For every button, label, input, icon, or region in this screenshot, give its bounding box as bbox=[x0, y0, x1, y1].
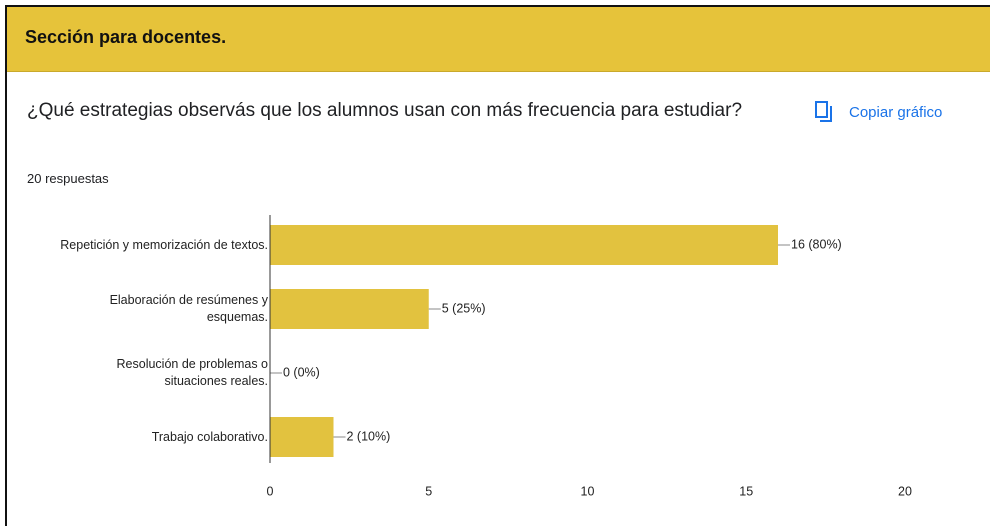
value-label: 0 (0%) bbox=[283, 365, 320, 379]
value-label: 2 (10%) bbox=[347, 429, 391, 443]
section-header: Sección para docentes. bbox=[7, 7, 990, 72]
category-label: Elaboración de resúmenes y esquemas. bbox=[109, 293, 268, 324]
section-title: Sección para docentes. bbox=[25, 27, 227, 47]
category-label: Trabajo colaborativo. bbox=[151, 429, 268, 444]
x-tick-label: 10 bbox=[581, 484, 595, 498]
category-label: Resolución de problemas o situaciones re… bbox=[116, 357, 268, 388]
value-label: 5 (25%) bbox=[442, 301, 486, 315]
copy-icon bbox=[815, 101, 832, 122]
bar bbox=[270, 417, 334, 457]
x-tick-label: 15 bbox=[739, 484, 753, 498]
response-count: 20 respuestas bbox=[27, 171, 109, 186]
category-label: Repetición y memorización de textos. bbox=[60, 237, 268, 252]
value-label: 16 (80%) bbox=[791, 237, 842, 251]
page: Sección para docentes. ¿Qué estrategias … bbox=[5, 5, 990, 526]
question-title: ¿Qué estrategias observás que los alumno… bbox=[27, 100, 743, 121]
x-tick-label: 5 bbox=[425, 484, 432, 498]
copy-label: Copiar gráfico bbox=[849, 103, 943, 121]
bar bbox=[270, 289, 429, 329]
bar bbox=[270, 225, 778, 265]
copy-chart-button[interactable]: Copiar gráfico bbox=[815, 101, 942, 123]
x-tick-label: 0 bbox=[267, 484, 274, 498]
x-tick-label: 20 bbox=[898, 484, 912, 498]
